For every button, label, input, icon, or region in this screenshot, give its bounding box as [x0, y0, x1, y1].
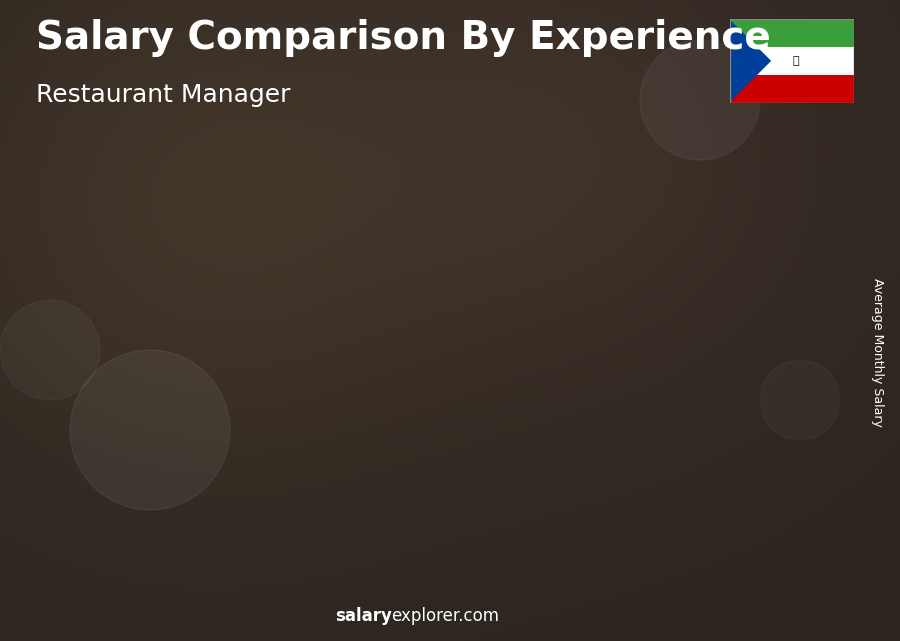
Polygon shape — [707, 308, 786, 314]
Polygon shape — [457, 383, 535, 388]
Polygon shape — [582, 339, 660, 345]
Text: 0 XAF: 0 XAF — [97, 485, 138, 498]
Polygon shape — [207, 472, 284, 478]
Bar — [730, 19, 854, 47]
Polygon shape — [582, 345, 648, 555]
Bar — [730, 47, 854, 75]
Polygon shape — [707, 314, 773, 555]
Text: 0 XAF: 0 XAF — [223, 453, 263, 467]
Text: +nan%: +nan% — [631, 269, 701, 287]
Polygon shape — [648, 339, 660, 555]
Bar — [730, 75, 854, 103]
Circle shape — [640, 40, 760, 160]
Polygon shape — [730, 19, 771, 103]
Polygon shape — [522, 383, 535, 555]
Polygon shape — [147, 503, 159, 555]
Polygon shape — [332, 425, 397, 555]
Text: Salary Comparison By Experience: Salary Comparison By Experience — [36, 19, 770, 57]
Text: 0 XAF: 0 XAF — [598, 320, 639, 335]
Polygon shape — [81, 503, 159, 508]
Circle shape — [70, 350, 230, 510]
Polygon shape — [457, 388, 522, 555]
Text: +nan%: +nan% — [380, 343, 451, 361]
Polygon shape — [272, 472, 284, 555]
Text: +nan%: +nan% — [255, 380, 326, 398]
Text: Restaurant Manager: Restaurant Manager — [36, 83, 291, 107]
Polygon shape — [81, 508, 147, 555]
Text: Average Monthly Salary: Average Monthly Salary — [871, 278, 884, 427]
Text: explorer.com: explorer.com — [392, 607, 500, 625]
Text: +nan%: +nan% — [505, 300, 576, 318]
Polygon shape — [773, 308, 786, 555]
Text: 🌳: 🌳 — [793, 56, 799, 66]
Polygon shape — [207, 478, 272, 555]
Text: 0 XAF: 0 XAF — [348, 401, 388, 415]
Text: salary: salary — [335, 607, 392, 625]
Text: 0 XAF: 0 XAF — [724, 290, 764, 304]
Polygon shape — [332, 420, 410, 425]
Text: 0 XAF: 0 XAF — [473, 364, 514, 378]
Polygon shape — [397, 420, 410, 555]
Text: +nan%: +nan% — [130, 433, 200, 451]
